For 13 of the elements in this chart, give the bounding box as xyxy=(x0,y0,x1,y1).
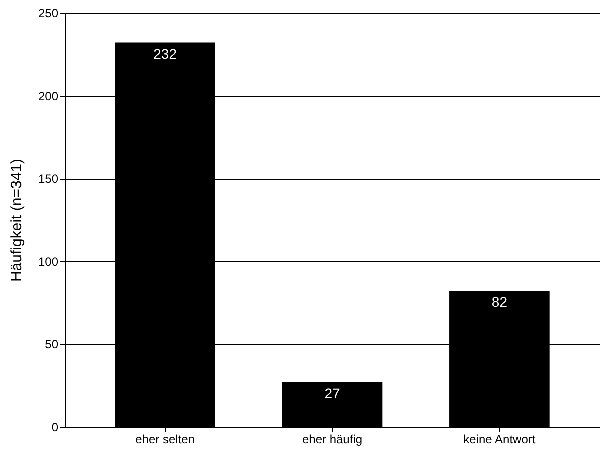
data-label: 232 xyxy=(154,46,178,62)
y-tick-label: 0 xyxy=(52,420,59,434)
y-tick-label: 100 xyxy=(38,254,59,269)
x-tick-label: keine Antwort xyxy=(464,432,536,446)
data-label: 27 xyxy=(324,385,340,402)
x-tick-label: eher häufig xyxy=(302,432,363,446)
y-tick-label: 250 xyxy=(38,6,59,20)
data-label: 82 xyxy=(492,294,508,310)
y-tick-label: 150 xyxy=(38,172,59,186)
y-tick-label: 50 xyxy=(45,338,59,352)
x-tick-label: eher selten xyxy=(136,432,195,446)
y-tick-label: 200 xyxy=(38,89,59,104)
y-axis-title: Häufigkeit (n=341) xyxy=(8,159,26,282)
